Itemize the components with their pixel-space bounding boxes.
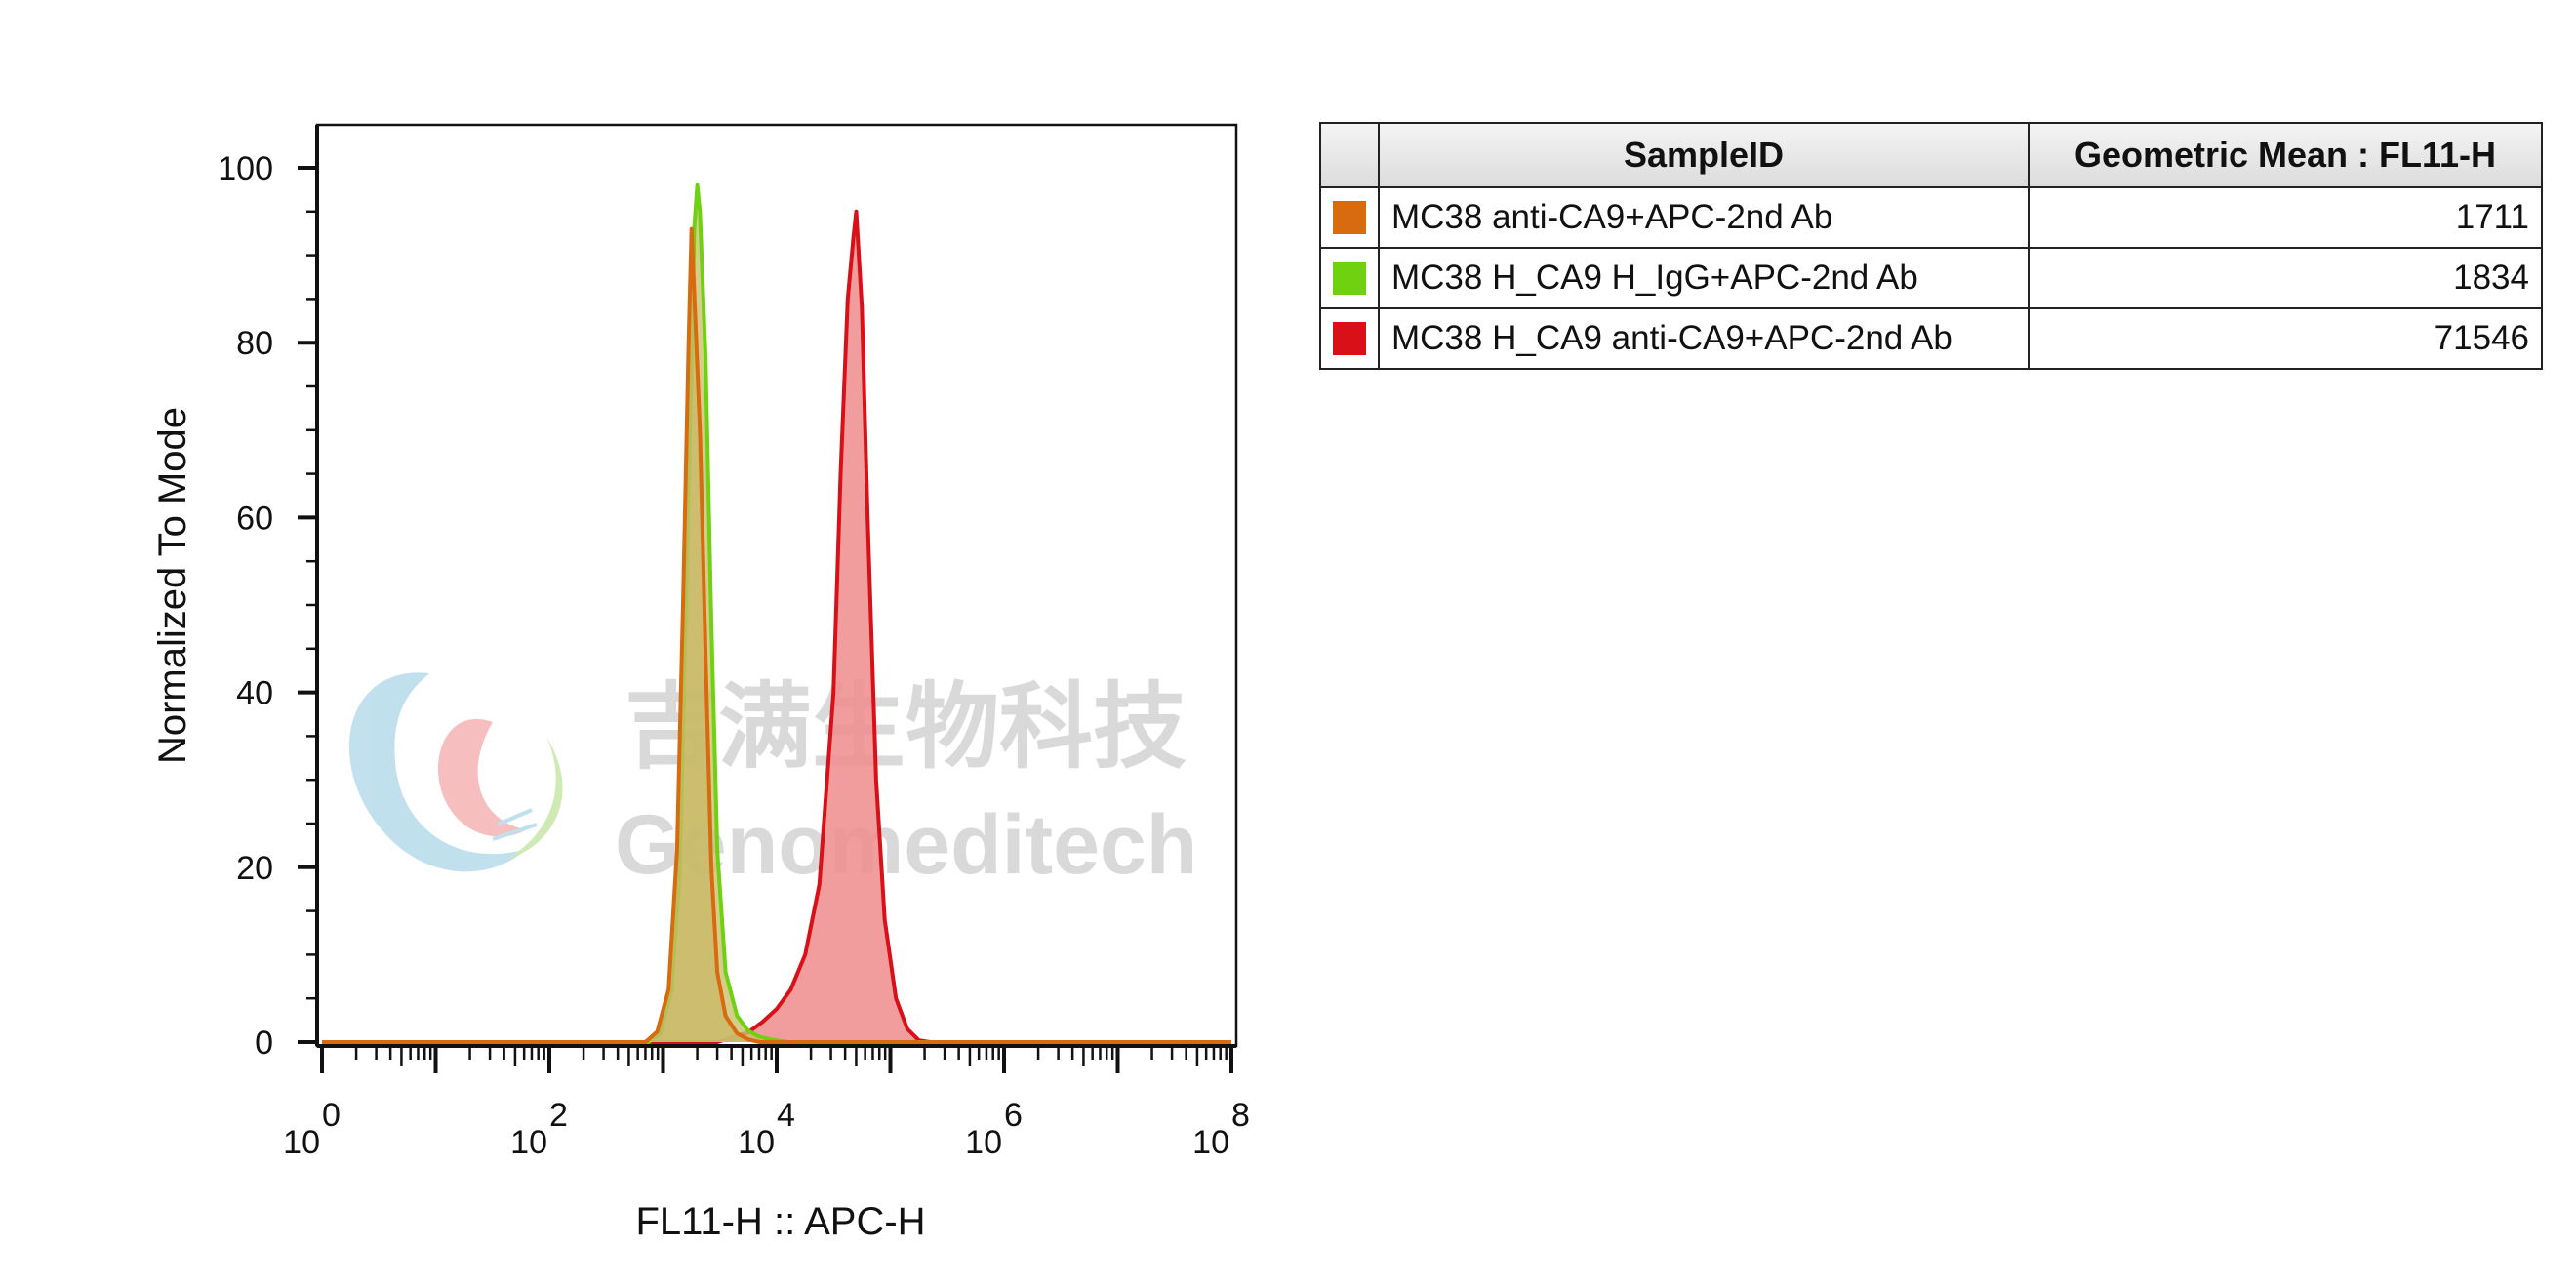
- y-axis-title: Normalized To Mode: [151, 407, 194, 764]
- legend-swatch: [1333, 322, 1366, 355]
- y-tick-label: 60: [236, 500, 273, 537]
- sample-id-cell: MC38 H_CA9 H_IgG+APC-2nd Ab: [1378, 247, 2030, 309]
- swatch-cell: [1319, 307, 1380, 370]
- geometric-mean-header: Geometric Mean : FL11-H: [2028, 122, 2543, 188]
- x-tick-label-base: 10: [1192, 1124, 1229, 1161]
- legend-swatch: [1333, 201, 1366, 234]
- series-line-2: [322, 182, 1231, 1044]
- x-tick-label: 106: [965, 1097, 1023, 1161]
- x-tick-label-base: 10: [510, 1124, 547, 1161]
- geometric-mean-cell: 71546: [2028, 307, 2543, 370]
- swatch-cell: [1319, 186, 1380, 249]
- stats-legend-table: SampleID Geometric Mean : FL11-H MC38 an…: [1319, 122, 2543, 370]
- x-tick-label-exponent: 4: [777, 1097, 795, 1134]
- x-axis-title: FL11-H :: APC-H: [635, 1200, 925, 1243]
- genomeditech-watermark-logo: 吉满生物科技 Genomeditech: [348, 672, 1197, 892]
- table-row: MC38 H_CA9 H_IgG+APC-2nd Ab 1834: [1319, 247, 2543, 309]
- plot-frame: [315, 123, 1238, 1048]
- x-tick-label-base: 10: [965, 1124, 1002, 1161]
- x-tick-label-exponent: 8: [1231, 1097, 1250, 1134]
- x-tick-label-exponent: 2: [549, 1097, 568, 1134]
- series-line-1: [322, 209, 1231, 1044]
- y-tick-label: 0: [255, 1025, 273, 1062]
- x-tick-label: 108: [1192, 1097, 1250, 1161]
- table-row: MC38 H_CA9 anti-CA9+APC-2nd Ab 71546: [1319, 307, 2543, 370]
- legend-swatch: [1333, 262, 1366, 295]
- x-tick-label-exponent: 0: [322, 1097, 341, 1134]
- x-tick-label: 100: [283, 1097, 341, 1161]
- geometric-mean-cell: 1834: [2028, 247, 2543, 309]
- table-header-row: SampleID Geometric Mean : FL11-H: [1319, 122, 2543, 188]
- y-axis-ticks: 0 20 40 60 80 100: [218, 150, 317, 1062]
- sample-id-cell: MC38 H_CA9 anti-CA9+APC-2nd Ab: [1378, 307, 2030, 370]
- series-area-1: [322, 211, 1231, 1043]
- geometric-mean-cell: 1711: [2028, 186, 2543, 249]
- y-tick-label: 100: [218, 150, 273, 187]
- y-tick-label: 80: [236, 325, 273, 362]
- sample-id-header: SampleID: [1378, 122, 2030, 188]
- x-tick-label: 102: [510, 1097, 568, 1161]
- table-row: MC38 anti-CA9+APC-2nd Ab 1711: [1319, 186, 2543, 249]
- swatch-cell: [1319, 247, 1380, 309]
- x-tick-label-base: 10: [738, 1124, 775, 1161]
- x-tick-label-base: 10: [283, 1124, 320, 1161]
- sample-id-cell: MC38 anti-CA9+APC-2nd Ab: [1378, 186, 2030, 249]
- watermark-chinese-text: 吉满生物科技: [624, 672, 1187, 782]
- x-tick-label: 104: [738, 1097, 795, 1161]
- x-tick-label-exponent: 6: [1004, 1097, 1023, 1134]
- series-line-3: [322, 226, 1231, 1044]
- series-layer: [322, 182, 1231, 1044]
- y-tick-label: 20: [236, 850, 273, 887]
- y-tick-label: 40: [236, 675, 273, 712]
- series-area-3: [322, 228, 1231, 1042]
- swatch-column-header: [1319, 122, 1380, 188]
- series-area-2: [322, 184, 1231, 1042]
